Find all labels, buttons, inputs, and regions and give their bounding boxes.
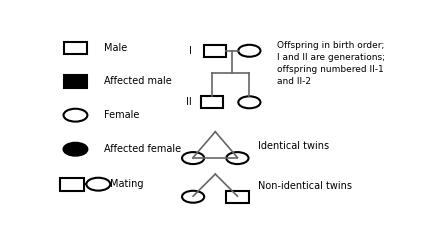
Text: Affected male: Affected male — [104, 76, 172, 86]
Text: II: II — [186, 97, 191, 107]
Text: Female: Female — [104, 110, 140, 120]
Bar — [63, 75, 88, 87]
Bar — [204, 45, 226, 57]
Text: Identical twins: Identical twins — [258, 141, 329, 152]
Circle shape — [86, 178, 110, 191]
Text: Offspring in birth order;
I and II are generations;
offspring numbered II-1
and : Offspring in birth order; I and II are g… — [277, 41, 385, 86]
Text: Affected female: Affected female — [104, 144, 182, 154]
Circle shape — [238, 96, 260, 108]
Text: Mating: Mating — [110, 179, 143, 189]
Bar — [60, 178, 84, 191]
Circle shape — [238, 45, 260, 57]
Bar — [63, 42, 88, 54]
Circle shape — [63, 143, 88, 156]
Circle shape — [63, 109, 88, 122]
Text: Non-identical twins: Non-identical twins — [258, 181, 352, 191]
Text: Male: Male — [104, 43, 128, 53]
Bar — [201, 96, 223, 108]
Circle shape — [182, 191, 204, 203]
Circle shape — [182, 152, 204, 164]
Text: I: I — [188, 46, 191, 56]
Circle shape — [226, 152, 249, 164]
Bar — [226, 191, 249, 203]
